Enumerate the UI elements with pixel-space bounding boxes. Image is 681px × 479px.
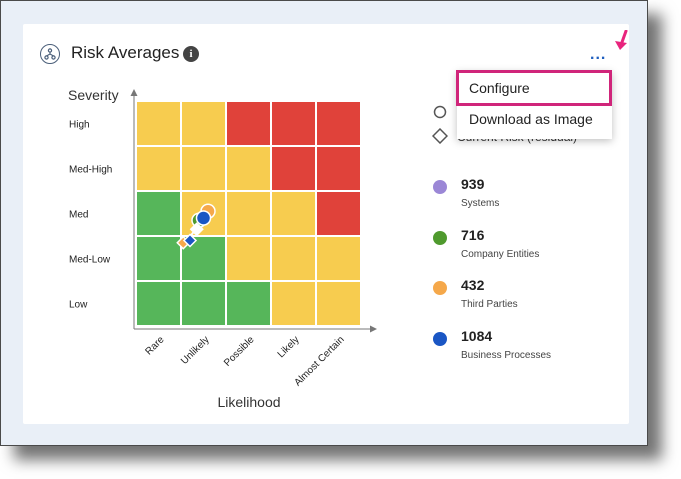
heatmap-cell [135,235,182,282]
x-tick-label: Rare [144,334,167,357]
risk-averages-widget: Risk Averages i ... Severity High Med-High… [23,24,629,424]
stat-value: 1084 [461,328,493,344]
y-tick-label: Med-High [69,165,112,176]
heatmap-cell [315,145,362,192]
heatmap-cell [180,280,227,327]
x-tick-label: Unlikely [179,334,212,367]
stat-value: 716 [461,227,485,243]
systems-color-dot [433,180,447,194]
y-axis-arrow [130,89,138,96]
options-menu: Configure Download as Image [456,70,612,139]
heatmap-cell [135,190,182,237]
y-tick-label: Med-Low [69,255,111,266]
heatmap-cell [180,100,227,147]
stat-value: 432 [461,277,485,293]
risk-marker-diamond [189,222,204,237]
widget-title: Risk Averages [71,43,180,62]
heatmap-cell [315,280,362,327]
heatmap-cell [315,190,362,237]
stat-value: 939 [461,176,485,192]
x-axis-title: Likelihood [217,394,280,410]
heatmap-cell [270,190,317,237]
risk-marker-diamond [182,233,198,248]
info-icon[interactable]: i [183,46,199,62]
heatmap-cell [225,235,272,282]
x-tick-label: Possible [222,334,257,369]
stat-label: Business Processes [461,350,552,361]
stat-label: Systems [461,198,500,209]
x-tick-label: Likely [276,334,302,360]
x-axis-arrow [370,325,377,333]
heatmap-cell [225,145,272,192]
stat-label: Company Entities [461,249,540,260]
heatmap-cell [315,100,362,147]
y-axis-title: Severity [68,87,119,103]
y-tick-label: High [69,120,90,131]
annotation-arrow-icon [615,30,628,50]
circle-outline-icon [433,105,447,119]
diamond-outline-icon [432,128,448,144]
menu-item-configure[interactable]: Configure [456,70,612,106]
company-entities-color-dot [433,231,447,245]
more-options-button[interactable]: ... [590,46,607,63]
heatmap-cell [270,235,317,282]
heatmap-cell [135,100,182,147]
risk-heatmap: Severity High Med-High Med Med-Low Low Rare Unl… [68,87,377,410]
heatmap-cell [270,280,317,327]
heatmap-cell [270,145,317,192]
heatmap-cell [135,145,182,192]
heatmap-cell [135,280,182,327]
hierarchy-icon [40,44,60,64]
y-tick-label: Med [69,210,88,221]
heatmap-cell [225,100,272,147]
heatmap-cell [270,100,317,147]
business-processes-color-dot [433,332,447,346]
risk-marker-circle [195,210,212,226]
stat-label: Third Parties [461,299,518,310]
heatmap-cell [225,190,272,237]
heatmap-cell [180,145,227,192]
menu-item-download-image[interactable]: Download as Image [469,111,593,127]
y-tick-label: Low [69,300,88,311]
screenshot-frame: Risk Averages i ... Severity High Med-High… [0,0,648,446]
heatmap-cell [225,280,272,327]
third-parties-color-dot [433,281,447,295]
heatmap-cell [315,235,362,282]
